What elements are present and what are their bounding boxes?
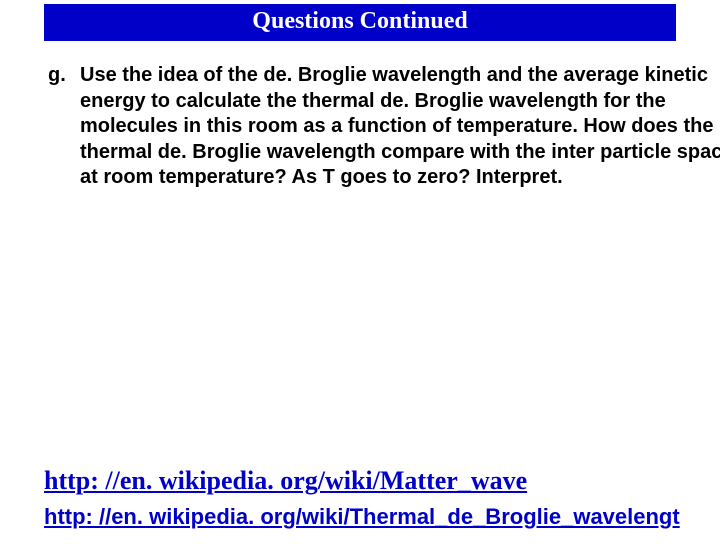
question-text: Use the idea of the de. Broglie waveleng… bbox=[80, 63, 720, 191]
title-bar: Questions Continued bbox=[44, 4, 676, 41]
question-item: g. Use the idea of the de. Broglie wavel… bbox=[48, 63, 720, 191]
links-region: http: //en. wikipedia. org/wiki/Matter_w… bbox=[44, 466, 720, 530]
list-marker: g. bbox=[48, 63, 80, 89]
question-content: g. Use the idea of the de. Broglie wavel… bbox=[48, 63, 720, 191]
link-thermal-de-broglie[interactable]: http: //en. wikipedia. org/wiki/Thermal_… bbox=[44, 504, 720, 530]
link-matter-wave[interactable]: http: //en. wikipedia. org/wiki/Matter_w… bbox=[44, 466, 720, 496]
